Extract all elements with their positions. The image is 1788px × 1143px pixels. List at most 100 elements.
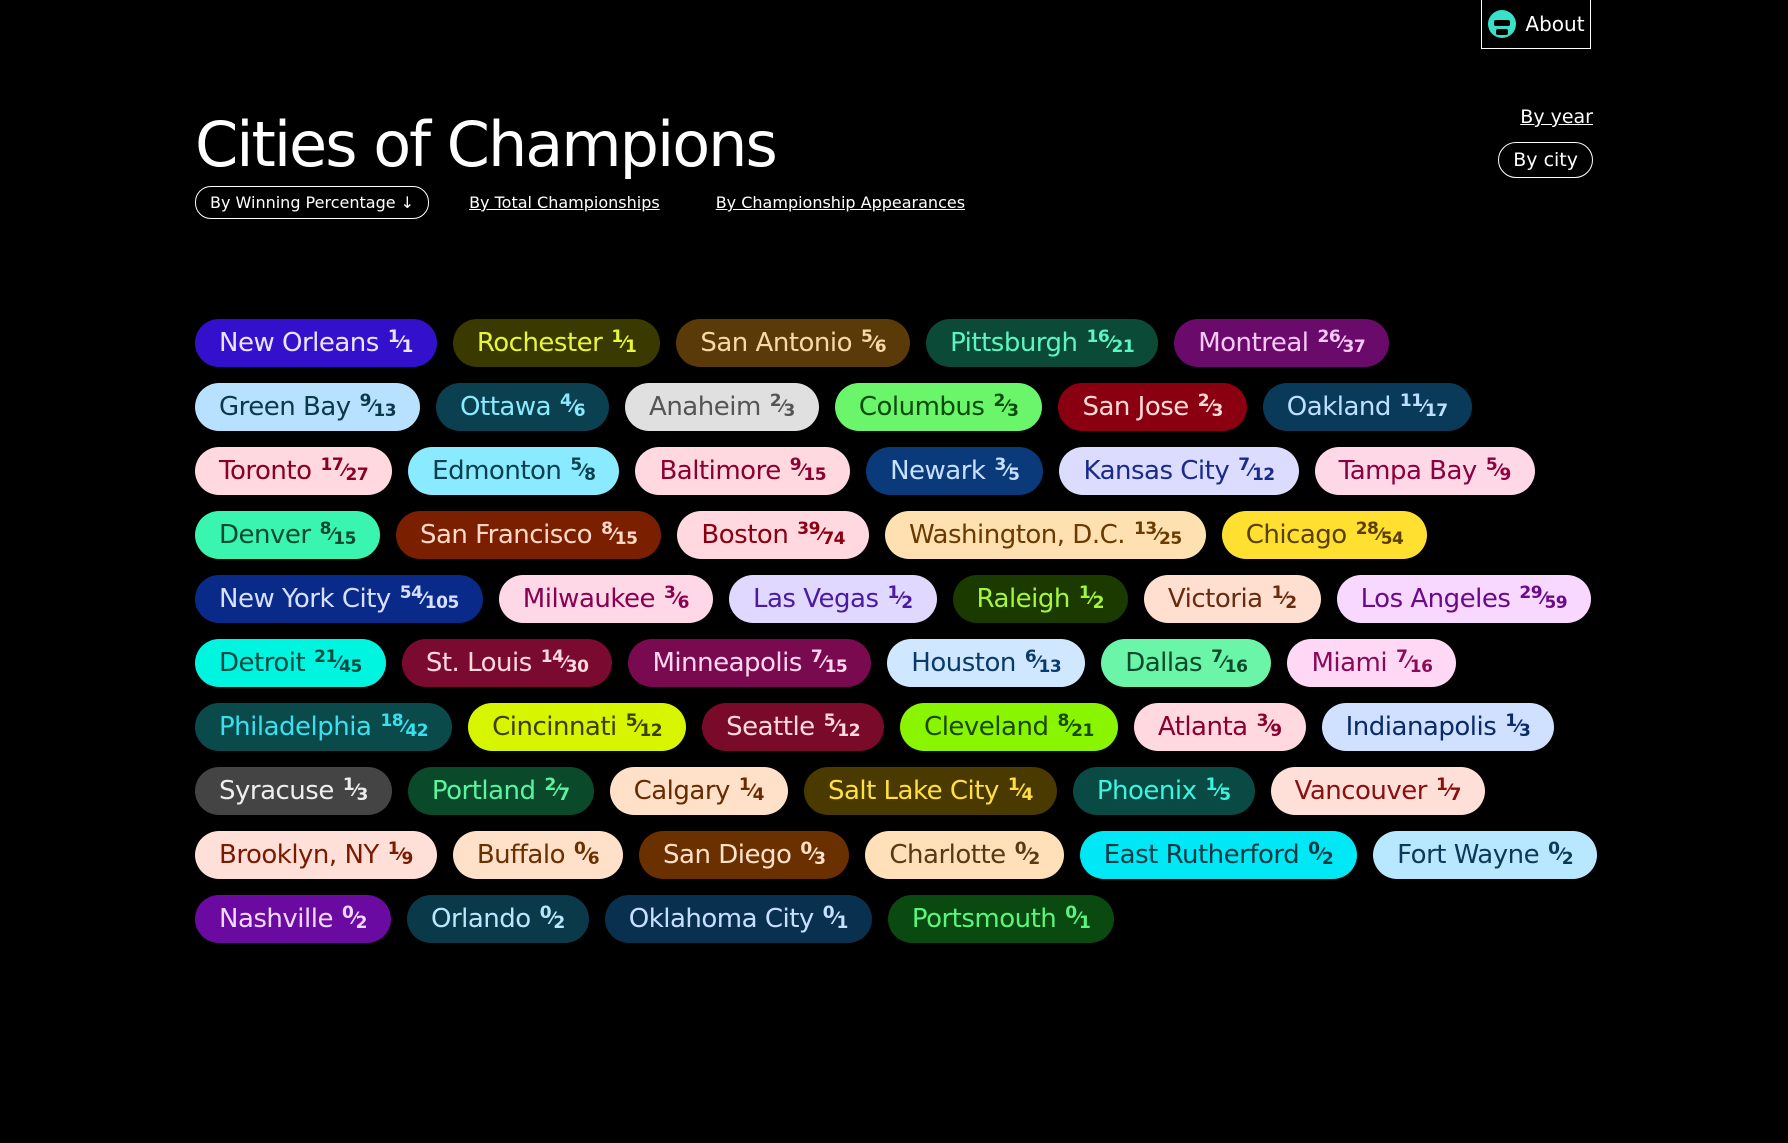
city-pill[interactable]: Buffalo 0 ⁄ 6 [452, 831, 624, 879]
city-pill[interactable]: Seattle 5 ⁄ 12 [702, 703, 885, 751]
city-pill[interactable]: Chicago 28 ⁄ 54 [1221, 511, 1428, 559]
wins: 0 [1065, 903, 1077, 923]
city-record: 0 ⁄ 2 [1308, 839, 1334, 869]
city-pill[interactable]: Philadelphia 18 ⁄ 42 [195, 703, 453, 751]
city-pill[interactable]: Orlando 0 ⁄ 2 [407, 895, 589, 943]
city-record: 0 ⁄ 2 [342, 903, 368, 933]
city-pill[interactable]: Detroit 21 ⁄ 45 [195, 639, 386, 687]
city-pill[interactable]: Indianapolis 1 ⁄ 3 [1321, 703, 1555, 751]
city-pill[interactable]: New York City 54 ⁄ 105 [195, 575, 483, 623]
city-record: 7 ⁄ 15 [811, 647, 848, 677]
city-pill[interactable]: Edmonton 5 ⁄ 8 [408, 447, 620, 495]
about-button[interactable]: About [1481, 0, 1591, 49]
total: 9 [1270, 721, 1282, 741]
fraction-slash: ⁄ [622, 333, 626, 353]
total: 2 [1028, 849, 1040, 869]
city-pill[interactable]: St. Louis 14 ⁄ 30 [401, 639, 613, 687]
city-pill[interactable]: San Francisco 8 ⁄ 15 [395, 511, 662, 559]
city-name: Las Vegas [753, 584, 879, 614]
city-pill[interactable]: Cincinnati 5 ⁄ 12 [468, 703, 687, 751]
fraction-slash: ⁄ [399, 845, 402, 865]
city-name: Boston [701, 520, 789, 550]
city-pill[interactable]: Anaheim 2 ⁄ 3 [625, 383, 819, 431]
city-pill[interactable]: Miami 7 ⁄ 16 [1287, 639, 1457, 687]
city-pill[interactable]: Oklahoma City 0 ⁄ 1 [604, 895, 872, 943]
wins: 0 [822, 903, 835, 923]
wins: 2 [769, 391, 782, 411]
wins: 0 [1014, 839, 1027, 859]
city-pill[interactable]: Syracuse 1 ⁄ 3 [195, 767, 392, 815]
city-pill[interactable]: Newark 3 ⁄ 5 [866, 447, 1044, 495]
city-pill[interactable]: Atlanta 3 ⁄ 9 [1133, 703, 1306, 751]
view-link[interactable]: By city [1498, 142, 1593, 178]
city-pill[interactable]: San Antonio 5 ⁄ 6 [676, 319, 911, 367]
city-pill[interactable]: Washington, D.C. 13 ⁄ 25 [884, 511, 1206, 559]
city-record: 5 ⁄ 12 [824, 711, 861, 741]
wins: 2 [993, 391, 1005, 411]
city-record: 1 ⁄ 9 [388, 839, 414, 869]
city-pill[interactable]: Baltimore 9 ⁄ 15 [635, 447, 851, 495]
wins: 28 [1355, 519, 1379, 539]
city-pill[interactable]: Denver 8 ⁄ 15 [195, 511, 380, 559]
fraction-slash: ⁄ [1156, 525, 1160, 545]
city-pill[interactable]: Boston 39 ⁄ 74 [677, 511, 869, 559]
sort-option[interactable]: By Winning Percentage ↓ [195, 186, 430, 219]
city-pill[interactable]: Kansas City 7 ⁄ 12 [1059, 447, 1299, 495]
city-pill[interactable]: Brooklyn, NY 1 ⁄ 9 [195, 831, 437, 879]
fraction-slash: ⁄ [1005, 461, 1009, 481]
city-pill[interactable]: Phoenix 1 ⁄ 5 [1072, 767, 1255, 815]
city-pill[interactable]: Fort Wayne 0 ⁄ 2 [1373, 831, 1598, 879]
city-record: 54 ⁄ 105 [400, 583, 460, 613]
fraction-slash: ⁄ [612, 525, 615, 545]
total: 9 [1499, 465, 1512, 485]
city-pill[interactable]: Dallas 7 ⁄ 16 [1101, 639, 1272, 687]
city-pill[interactable]: Calgary 1 ⁄ 4 [609, 767, 788, 815]
city-name: Portland [431, 776, 536, 806]
city-pill[interactable]: Raleigh 1 ⁄ 2 [952, 575, 1128, 623]
sort-option[interactable]: By Championship Appearances [715, 193, 966, 212]
city-pill[interactable]: Milwaukee 3 ⁄ 6 [498, 575, 714, 623]
total: 21 [1111, 337, 1135, 357]
city-pill[interactable]: Tampa Bay 5 ⁄ 9 [1314, 447, 1535, 495]
city-pill[interactable]: Toronto 17 ⁄ 27 [195, 447, 393, 495]
fraction-slash: ⁄ [675, 589, 678, 609]
city-pill[interactable]: East Rutherford 0 ⁄ 2 [1079, 831, 1358, 879]
city-pill[interactable]: Houston 6 ⁄ 13 [887, 639, 1086, 687]
fraction-slash: ⁄ [551, 909, 554, 929]
city-pill[interactable]: Vancouver 1 ⁄ 7 [1270, 767, 1486, 815]
city-name: San Diego [663, 840, 792, 870]
city-pill[interactable]: Ottawa 4 ⁄ 6 [436, 383, 610, 431]
city-pill[interactable]: Salt Lake City 1 ⁄ 4 [803, 767, 1057, 815]
city-pill[interactable]: New Orleans 1 ⁄ 1 [195, 319, 437, 367]
city-pill[interactable]: Montreal 26 ⁄ 37 [1174, 319, 1390, 367]
fraction-slash: ⁄ [1249, 461, 1253, 481]
city-pill[interactable]: Victoria 1 ⁄ 2 [1143, 575, 1321, 623]
wins: 26 [1317, 327, 1341, 347]
view-link[interactable]: By year [1520, 106, 1593, 128]
city-record: 1 ⁄ 4 [1008, 775, 1034, 805]
city-pill[interactable]: Columbus 2 ⁄ 3 [834, 383, 1043, 431]
city-pill[interactable]: Green Bay 9 ⁄ 13 [195, 383, 421, 431]
city-name: Atlanta [1157, 712, 1248, 742]
city-name: Los Angeles [1360, 584, 1511, 614]
city-pill[interactable]: Los Angeles 29 ⁄ 59 [1336, 575, 1592, 623]
city-pill[interactable]: Oakland 11 ⁄ 17 [1262, 383, 1472, 431]
sort-option[interactable]: By Total Championships [469, 193, 660, 212]
city-pill[interactable]: San Jose 2 ⁄ 3 [1058, 383, 1247, 431]
city-pill[interactable]: Nashville 0 ⁄ 2 [195, 895, 391, 943]
city-pill[interactable]: Portsmouth 0 ⁄ 1 [887, 895, 1115, 943]
city-pill[interactable]: Pittsburgh 16 ⁄ 21 [926, 319, 1159, 367]
wins: 7 [1396, 647, 1408, 667]
city-pill[interactable]: Charlotte 0 ⁄ 2 [865, 831, 1064, 879]
city-name: Toronto [219, 456, 312, 486]
city-pill[interactable]: Minneapolis 7 ⁄ 15 [628, 639, 872, 687]
city-pill[interactable]: Cleveland 8 ⁄ 21 [900, 703, 1118, 751]
wins: 7 [810, 647, 823, 667]
city-pill[interactable]: Portland 2 ⁄ 7 [407, 767, 594, 815]
fraction-slash: ⁄ [1447, 781, 1450, 801]
city-pill[interactable]: San Diego 0 ⁄ 3 [639, 831, 850, 879]
city-pill[interactable]: Rochester 1 ⁄ 1 [452, 319, 661, 367]
city-record: 11 ⁄ 17 [1400, 391, 1448, 421]
fraction-slash: ⁄ [1407, 653, 1410, 673]
city-pill[interactable]: Las Vegas 1 ⁄ 2 [729, 575, 937, 623]
